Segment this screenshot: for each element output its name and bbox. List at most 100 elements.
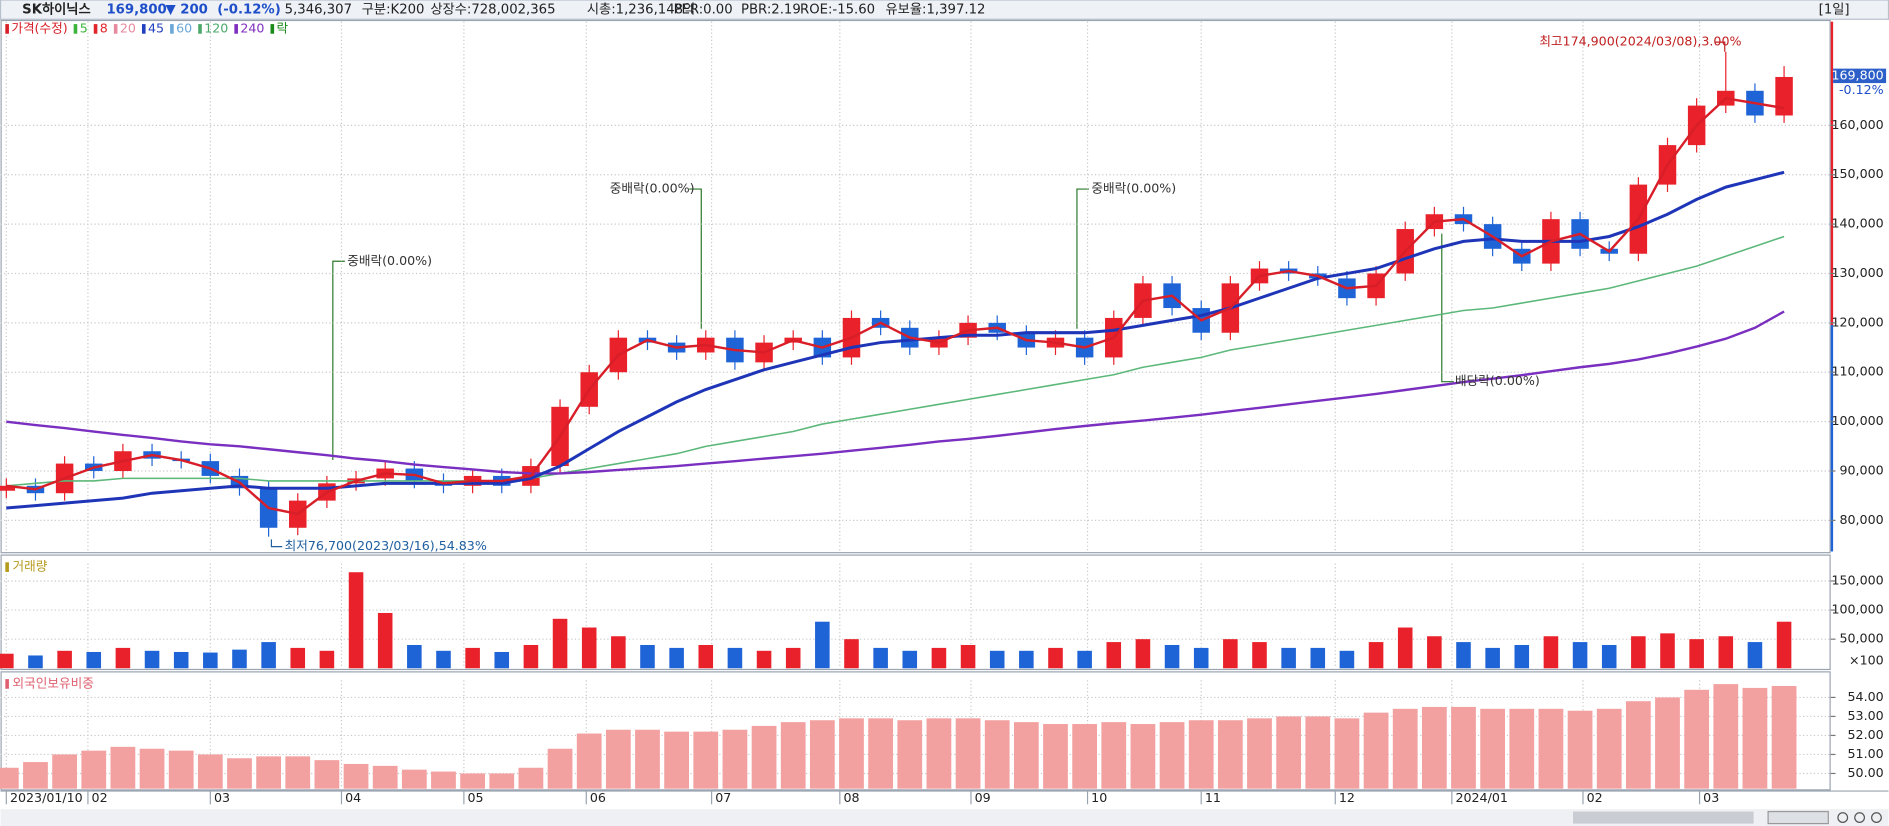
bar <box>693 731 719 789</box>
y-tick-label: 150,000 <box>1831 166 1883 181</box>
x-tick-label: 03 <box>214 790 230 805</box>
bar <box>1514 644 1530 669</box>
x-tick-label: 08 <box>843 790 859 805</box>
bar <box>168 750 194 789</box>
bar <box>698 644 714 669</box>
bar <box>1776 621 1792 669</box>
bar <box>984 720 1010 789</box>
bar <box>664 731 690 789</box>
bar <box>1456 642 1471 669</box>
y-tick-label: 150,000 <box>1831 572 1883 587</box>
y-tick-label: 140,000 <box>1831 216 1883 231</box>
bar <box>1193 647 1209 669</box>
bar <box>669 647 684 669</box>
bar <box>1567 710 1593 789</box>
bar <box>815 621 830 669</box>
last-price: 169,800 <box>1831 67 1883 82</box>
bar <box>144 650 160 669</box>
zoom-button[interactable] <box>1854 812 1866 823</box>
scroll-thumb[interactable] <box>1573 811 1754 824</box>
bar <box>372 765 398 789</box>
period[interactable]: [1일] <box>1819 2 1850 18</box>
legend-label: 락 <box>277 20 289 35</box>
bar <box>197 754 223 789</box>
x-tick-label: 2023/01/10 <box>10 790 83 805</box>
bar <box>1043 724 1068 789</box>
bar <box>1631 636 1646 669</box>
bar <box>343 763 369 789</box>
x-tick-label: 09 <box>975 790 991 805</box>
bar <box>460 773 486 789</box>
bar <box>1019 650 1034 669</box>
range-bar-up <box>1830 21 1834 326</box>
bar <box>1252 642 1267 669</box>
bar <box>1509 708 1535 789</box>
arrow <box>332 260 345 460</box>
bar <box>576 733 602 789</box>
bar <box>52 754 78 789</box>
marks <box>0 51 1797 789</box>
bar <box>1427 636 1442 669</box>
bar <box>1771 686 1797 789</box>
bar <box>868 718 894 789</box>
bar <box>611 636 626 669</box>
legend-swatch <box>170 24 174 34</box>
bar <box>926 718 952 789</box>
zoom-slider[interactable] <box>1767 810 1829 825</box>
price: 169,800 <box>106 3 166 18</box>
bar <box>1660 633 1675 669</box>
x-tick-label: 05 <box>467 790 483 805</box>
bar <box>494 651 510 669</box>
x-tick-label: 10 <box>1091 790 1107 805</box>
bar <box>844 639 859 669</box>
bar <box>290 647 306 669</box>
bar <box>28 655 43 669</box>
zoom-button[interactable] <box>1837 812 1849 823</box>
bar <box>285 756 311 789</box>
panel-frames <box>0 19 1889 792</box>
arrow <box>1441 233 1454 383</box>
bar <box>261 642 276 669</box>
bar <box>1048 647 1063 669</box>
bar <box>110 746 136 789</box>
bar <box>1543 636 1559 669</box>
bar <box>1305 716 1331 789</box>
arrow <box>689 188 702 329</box>
bar <box>873 647 888 669</box>
y-tick-label: 130,000 <box>1831 265 1883 280</box>
bar <box>57 650 72 669</box>
bar <box>1135 639 1151 669</box>
annotation: 배당락(0.00%) <box>1455 373 1540 388</box>
legend-swatch <box>113 24 118 34</box>
legend-label: 20 <box>120 20 136 35</box>
annotation-arrows <box>270 41 1726 548</box>
bar <box>1223 639 1238 669</box>
annotation: 중배락(0.00%) <box>610 181 695 196</box>
legend-swatch <box>270 24 275 34</box>
arrow <box>1715 41 1726 52</box>
y-tick-label: 100,000 <box>1831 413 1883 428</box>
annotation: 최저76,700(2023/03/16),54.83% <box>285 538 487 553</box>
bar <box>86 651 102 669</box>
bar <box>465 647 480 669</box>
bar <box>348 572 364 669</box>
moving-average <box>6 170 1785 510</box>
legend-swatch <box>234 24 238 34</box>
bar <box>1281 647 1296 669</box>
legend-swatch <box>5 24 9 34</box>
bar <box>523 644 539 669</box>
x-tick-label: 03 <box>1703 790 1719 805</box>
moving-average <box>6 96 1785 516</box>
bar <box>960 644 976 669</box>
volume-frame <box>0 554 1831 671</box>
bar <box>377 612 393 669</box>
zoom-button[interactable] <box>1871 812 1882 823</box>
bar <box>1713 684 1739 789</box>
bar <box>489 773 515 789</box>
y-tick-label: 80,000 <box>1839 512 1883 527</box>
bar <box>1572 642 1588 669</box>
bar <box>839 718 864 789</box>
y-tick-label: 54.00 <box>1848 689 1884 704</box>
